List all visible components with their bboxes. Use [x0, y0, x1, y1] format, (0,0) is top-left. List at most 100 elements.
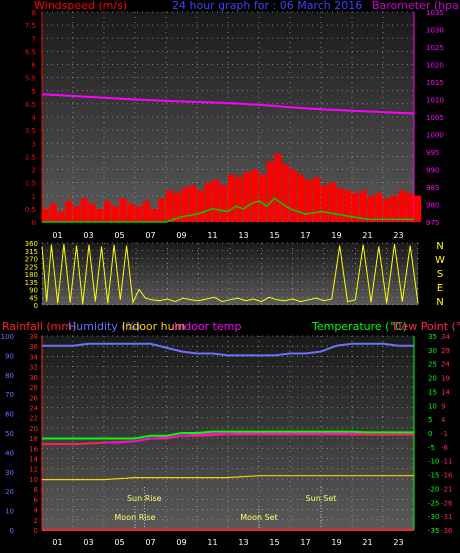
temperature-axis-label: Temperature (°C)	[311, 320, 407, 333]
compass-label: E	[437, 283, 443, 294]
rain-tick-label: 24	[29, 404, 38, 412]
rain-tick-label: 26	[29, 394, 38, 402]
compass-label: S	[437, 269, 443, 280]
windspeed-bar	[235, 177, 243, 222]
x-tick-label: 19	[331, 231, 341, 240]
barometer-axis-label: Barometer (hpa)	[372, 0, 460, 12]
x-tick-label: 09	[176, 231, 186, 240]
rain-tick-label: 6	[34, 496, 39, 504]
dewpoint-tick-label: -26	[441, 499, 453, 507]
windspeed-bar	[313, 177, 321, 222]
temperature-tick-label: -20	[428, 485, 439, 493]
windspeed-bar	[251, 169, 259, 222]
windspeed-bar	[414, 195, 422, 222]
wind-baro-panel: Windspeed (m/s) 24 hour graph for : 06 M…	[25, 0, 460, 240]
barometer-tick-label: 985	[426, 184, 439, 192]
barometer-tick-label: 975	[426, 219, 439, 227]
direction-tick-label: 360	[25, 240, 38, 248]
x-tick-label: 17	[300, 538, 310, 547]
windspeed-tick-label: 3.5	[25, 127, 36, 135]
dewpoint-axis-label: Dew Point (°C)	[393, 320, 460, 333]
x-tick-label: 11	[207, 231, 217, 240]
dewpoint-tick-label: 14	[441, 388, 450, 396]
temperature-line	[42, 430, 414, 440]
windspeed-tick-label: 6.5	[25, 48, 36, 56]
temperature-tick-label: 35	[428, 333, 437, 341]
temperature-tick-label: 30	[428, 347, 437, 355]
barometer-tick-label: 1005	[426, 114, 444, 122]
direction-tick-label: 90	[29, 287, 38, 295]
direction-tick-label: 0	[34, 302, 38, 310]
x-tick-label: 07	[145, 538, 155, 547]
x-tick-label: 23	[393, 538, 403, 547]
x-tick-label: 13	[238, 231, 248, 240]
rain-tick-label: 36	[29, 343, 38, 351]
windspeed-bar	[119, 198, 127, 222]
windspeed-bar	[282, 164, 290, 222]
chart-title: 24 hour graph for : 06 March 2016	[172, 0, 362, 12]
event-label: Moon Rise	[114, 513, 155, 522]
direction-tick-label: 135	[25, 279, 38, 287]
x-tick-label: 07	[145, 231, 155, 240]
windspeed-bar	[197, 190, 205, 222]
event-label: Moon Set	[240, 513, 277, 522]
windspeed-bar	[166, 190, 174, 222]
windspeed-tick-label: 4.5	[25, 101, 36, 109]
rain-tick-label: 12	[29, 466, 38, 474]
windspeed-axis-label: Windspeed (m/s)	[34, 0, 127, 12]
windspeed-tick-label: 0.5	[25, 206, 36, 214]
windspeed-bar	[42, 208, 50, 222]
windspeed-bar	[127, 203, 135, 222]
dewpoint-tick-label: -1	[441, 430, 448, 438]
temperature-tick-label: -25	[428, 499, 439, 507]
dewpoint-tick-label: 9	[441, 402, 445, 410]
rain-tick-label: 8	[34, 486, 38, 494]
windspeed-tick-label: 0	[32, 219, 36, 227]
windspeed-bar	[104, 201, 112, 222]
rain-tick-label: 10	[29, 476, 38, 484]
rain-tick-label: 30	[29, 374, 38, 382]
humidity-tick-label: 70	[5, 391, 14, 399]
barometer-tick-label: 1030	[426, 27, 444, 35]
windspeed-bar	[49, 203, 57, 222]
windspeed-bar	[73, 206, 81, 222]
dewpoint-tick-label: -21	[441, 485, 452, 493]
windspeed-tick-label: 1	[32, 193, 36, 201]
indoor-hum-label: Indoor hum	[122, 320, 185, 333]
dewpoint-tick-label: -31	[441, 513, 452, 521]
direction-tick-label: 45	[29, 294, 38, 302]
windspeed-bar	[228, 174, 236, 222]
rain-tick-label: 34	[29, 353, 38, 361]
windspeed-bar	[57, 211, 65, 222]
windspeed-tick-label: 6	[32, 62, 37, 70]
temperature-tick-label: 0	[428, 430, 432, 438]
temperature-tick-label: 5	[428, 416, 432, 424]
humidity-axis-label: Humidity (%)	[68, 320, 140, 333]
barometer-tick-label: 995	[426, 149, 439, 157]
compass-label: W	[435, 255, 445, 266]
direction-tick-label: 270	[25, 256, 38, 264]
dewpoint-tick-label: -36	[441, 527, 453, 535]
gust-line	[42, 197, 414, 223]
humidity-tick-label: 90	[5, 352, 14, 360]
windspeed-bar	[243, 172, 251, 222]
windspeed-bar	[375, 193, 383, 222]
x-tick-label: 21	[362, 231, 372, 240]
temperature-tick-label: 10	[428, 402, 437, 410]
rain-tick-label: 38	[29, 333, 38, 341]
windspeed-tick-label: 4	[32, 114, 37, 122]
humidity-line	[42, 342, 414, 357]
humidity-tick-label: 100	[1, 333, 14, 341]
windspeed-tick-label: 1.5	[25, 180, 36, 188]
x-tick-label: 05	[114, 538, 124, 547]
humidity-tick-label: 0	[10, 527, 14, 535]
barometer-tick-label: 1010	[426, 97, 444, 105]
barometer-tick-label: 1025	[426, 44, 444, 52]
x-tick-label: 13	[238, 538, 248, 547]
windspeed-tick-label: 3	[32, 140, 36, 148]
rain-tick-label: 2	[34, 517, 38, 525]
windspeed-tick-label: 5	[32, 88, 36, 96]
x-tick-label: 19	[331, 538, 341, 547]
